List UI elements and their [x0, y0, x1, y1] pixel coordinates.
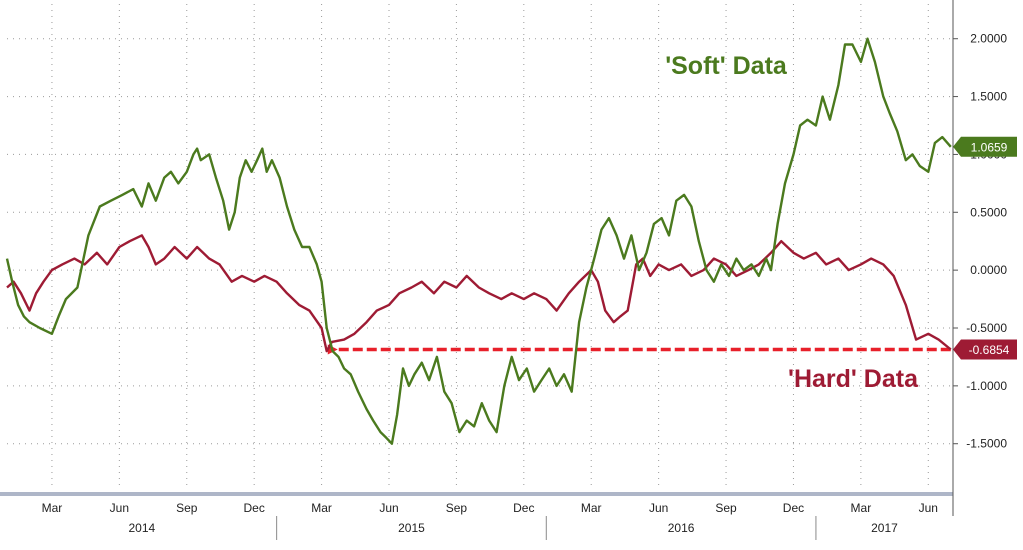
x-tick-label: Mar	[851, 501, 872, 515]
x-tick-label: Mar	[581, 501, 602, 515]
series-lines	[5, 37, 952, 445]
y-tick-label: 1.5000	[970, 90, 1007, 104]
x-tick-label: Mar	[42, 501, 63, 515]
x-tick-label: Jun	[379, 501, 398, 515]
x-tick-label: Dec	[783, 501, 804, 515]
year-label: 2014	[128, 521, 155, 535]
hard-last-value-badge: -0.6854	[953, 339, 1017, 360]
hard-data-line	[6, 234, 952, 353]
x-tick-label: Mar	[311, 501, 332, 515]
x-tick-label: Sep	[446, 501, 468, 515]
soft-last-value-badge: 1.0659	[953, 136, 1017, 157]
x-tick-label: Jun	[110, 501, 129, 515]
x-tick-label: Jun	[919, 501, 938, 515]
x-tick-label: Dec	[513, 501, 534, 515]
year-label: 2015	[398, 521, 425, 535]
soft-data-annotation: 'Soft' Data	[665, 52, 788, 80]
y-tick-label: -1.0000	[966, 379, 1007, 393]
year-label: 2016	[668, 521, 695, 535]
x-axis-band	[0, 492, 953, 496]
hard-data-annotation: 'Hard' Data	[788, 365, 919, 393]
value-badge-label: 1.0659	[971, 140, 1008, 154]
x-tick-label: Jun	[649, 501, 668, 515]
annotations: 1.0659 -0.6854 'Soft' Data 'Hard' Data	[665, 52, 1017, 393]
value-badge-label: -0.6854	[969, 343, 1010, 357]
year-label: 2017	[871, 521, 898, 535]
y-tick-label: 2.0000	[970, 32, 1007, 46]
value-badge-shape	[953, 136, 1017, 157]
x-tick-label: Sep	[715, 501, 737, 515]
y-tick-label: 0.0000	[970, 263, 1007, 277]
axes: 2.00001.50001.00000.50000.0000-0.5000-1.…	[0, 0, 1007, 540]
value-badge-shape	[953, 339, 1017, 360]
x-tick-label: Dec	[244, 501, 265, 515]
x-tick-label: Sep	[176, 501, 198, 515]
y-tick-label: -1.5000	[966, 437, 1007, 451]
soft-data-line	[5, 37, 952, 445]
y-tick-label: -0.5000	[966, 321, 1007, 335]
y-tick-label: 0.5000	[970, 205, 1007, 219]
